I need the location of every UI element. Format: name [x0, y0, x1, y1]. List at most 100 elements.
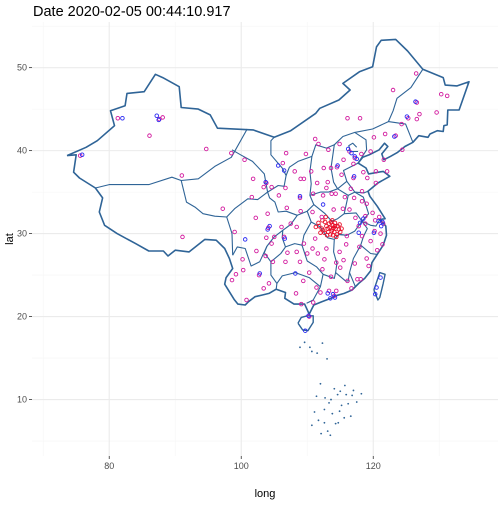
case-point	[376, 218, 381, 224]
island-dot	[339, 390, 342, 393]
case-point	[319, 214, 325, 220]
case-point	[293, 291, 299, 296]
country-outline	[66, 38, 470, 315]
case-point	[310, 300, 316, 305]
case-point	[250, 176, 256, 182]
case-point	[304, 251, 310, 256]
case-point	[325, 179, 330, 185]
island-dot	[329, 434, 332, 437]
case-point	[359, 189, 365, 194]
case-point	[361, 169, 366, 175]
y-axis-ticks: 10 20 30 40 50	[17, 63, 32, 405]
case-point	[328, 165, 334, 171]
case-point	[337, 249, 342, 255]
province-border	[267, 136, 287, 193]
case-point	[306, 313, 311, 319]
island-dot	[320, 432, 323, 435]
case-points	[77, 71, 450, 333]
case-point	[325, 291, 330, 296]
island-dot	[333, 387, 336, 390]
case-point	[321, 165, 326, 171]
case-point	[115, 116, 121, 121]
island-dot	[319, 382, 322, 385]
island-dot	[334, 422, 337, 425]
island-dot	[340, 404, 343, 407]
case-point	[361, 216, 366, 221]
case-point	[297, 259, 303, 265]
case-point	[366, 263, 371, 269]
case-point	[328, 296, 333, 301]
case-point	[370, 210, 375, 216]
case-point	[267, 223, 272, 229]
case-point	[434, 110, 439, 115]
case-point	[254, 248, 259, 254]
case-point	[359, 198, 365, 204]
case-point	[363, 221, 368, 226]
case-point	[376, 214, 382, 220]
case-point	[413, 99, 418, 104]
case-point	[324, 233, 330, 238]
case-point	[320, 202, 326, 207]
case-point	[264, 235, 269, 241]
case-point	[316, 220, 321, 226]
island-dot	[352, 389, 355, 392]
case-point	[303, 328, 308, 333]
case-point	[298, 176, 303, 182]
island-outline	[373, 271, 386, 301]
case-point	[244, 297, 249, 303]
case-point	[220, 206, 226, 211]
case-point	[335, 163, 340, 168]
case-point	[399, 121, 404, 127]
case-point	[326, 147, 331, 153]
island-dot	[321, 342, 324, 345]
x-tick-label: 120	[366, 461, 381, 471]
case-point	[301, 241, 307, 246]
case-point	[320, 267, 325, 272]
case-point	[368, 238, 373, 244]
case-point	[400, 147, 405, 153]
case-point	[332, 223, 338, 229]
island-dot	[323, 421, 326, 424]
case-point	[280, 160, 286, 166]
case-point	[281, 168, 287, 173]
case-point	[328, 274, 334, 280]
case-point	[359, 233, 365, 239]
case-point	[345, 116, 350, 121]
case-point	[378, 275, 383, 280]
province-border	[180, 180, 234, 256]
case-point	[147, 133, 152, 138]
province-border	[275, 272, 321, 290]
case-point	[294, 249, 299, 255]
case-point	[324, 246, 329, 251]
island-dot	[343, 416, 346, 419]
case-point	[271, 234, 277, 240]
case-point	[382, 131, 388, 137]
case-point	[263, 253, 268, 259]
case-point	[438, 91, 444, 97]
case-point	[314, 285, 319, 290]
case-point	[342, 194, 348, 200]
case-point	[344, 233, 350, 239]
case-point	[417, 111, 422, 117]
case-point	[341, 157, 346, 163]
case-point	[261, 286, 266, 291]
case-point	[283, 150, 289, 156]
case-point	[414, 116, 420, 122]
case-point	[264, 180, 269, 186]
case-point	[240, 257, 245, 262]
case-point	[372, 291, 378, 297]
case-point	[298, 208, 303, 214]
case-point	[357, 220, 363, 226]
province-border	[333, 131, 368, 190]
island-dot	[345, 393, 348, 396]
case-point	[339, 226, 344, 231]
island-dot	[299, 346, 301, 349]
case-point	[233, 272, 239, 277]
island-dot	[338, 410, 341, 413]
case-point	[334, 232, 340, 237]
case-point	[333, 191, 338, 197]
case-point	[270, 259, 276, 265]
province-border	[306, 274, 324, 304]
island-dot	[337, 421, 340, 424]
case-point	[179, 173, 185, 178]
